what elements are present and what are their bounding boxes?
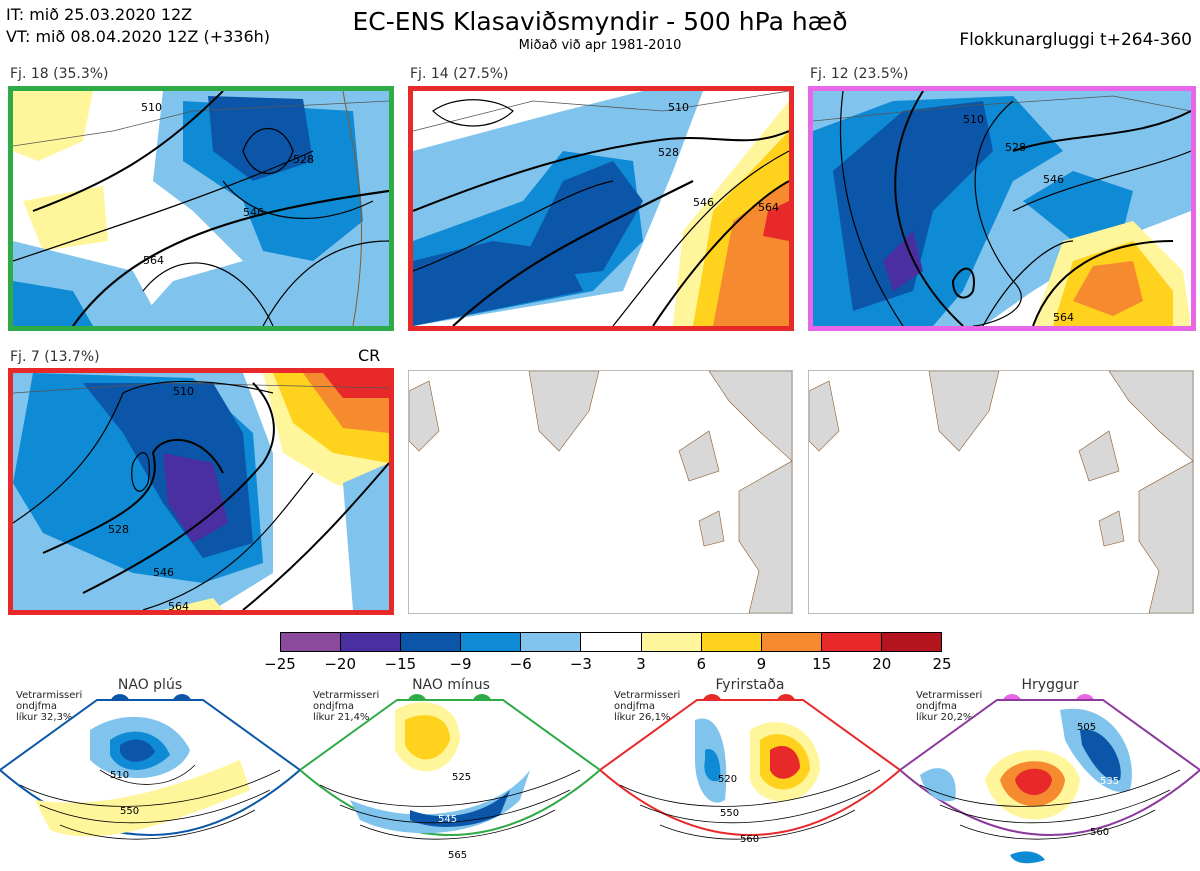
regime-2-contour-565: 565 [448,850,467,861]
colorbar [280,632,942,652]
regime-1-info-line-1: Vetrarmisseri [16,690,83,701]
regime-4-info-line-1: Vetrarmisseri [916,690,983,701]
cluster-1-contour-564: 564 [143,254,164,267]
colorbar-tick-label: −3 [569,655,592,673]
initial-time: IT: mið 25.03.2020 12Z [6,5,193,24]
cluster-3-contour-510: 510 [963,113,984,126]
valid-time: VT: mið 08.04.2020 12Z (+336h) [6,27,271,46]
cluster-3-contour-564: 564 [1053,311,1074,324]
cluster-4-contour-510: 510 [173,385,194,398]
cluster-4-contour-528: 528 [108,523,129,536]
regime-4-map: 505 535 560 [900,694,1200,864]
regime-3-info-line-3: líkur 26,1% [614,712,671,723]
regime-2-info-line-2: ondjfma [313,701,354,712]
cluster-4-label: Fj. 7 (13.7%) [10,349,100,365]
regime-2-info-line-1: Vetrarmisseri [313,690,380,701]
empty-map-2 [808,370,1194,614]
colorbar-tick-label: −6 [509,655,532,673]
colorbar-segment [580,633,641,651]
cluster-1-contour-546: 546 [243,206,264,219]
regime-2-info-line-3: líkur 21,4% [313,712,370,723]
colorbar-tick-label: 3 [636,655,646,673]
cluster-4-contour-546: 546 [153,566,174,579]
colorbar-tick-label: 15 [812,655,832,673]
cluster-1-contour-528: 528 [293,153,314,166]
colorbar-tick-label: 25 [932,655,952,673]
regime-4-info-line-2: ondjfma [916,701,957,712]
regime-1-map: 510 550 [0,694,300,840]
cluster-3-contour-528: 528 [1005,141,1026,154]
cluster-4-tag: CR [358,346,381,365]
colorbar-segment [640,633,701,651]
colorbar-segment [281,633,341,651]
regime-3-map: 520 550 560 [600,694,900,845]
colorbar-tick-label: 20 [872,655,892,673]
header-times: IT: mið 25.03.2020 12Z VT: mið 08.04.202… [6,4,270,48]
regime-2-contour-525: 525 [452,772,471,783]
classification-window: Flokkunargluggi t+264-360 [959,30,1192,50]
cluster-2-contour-546: 546 [693,196,714,209]
cluster-3-map: 510 528 546 564 [808,86,1196,331]
colorbar-segment [820,633,881,651]
colorbar-segment [340,633,401,651]
cluster-1-map: 510 528 546 564 [8,86,394,331]
regime-2-contour-545: 545 [438,814,457,825]
regime-4-contour-535: 535 [1100,776,1119,787]
regime-1-contour-550: 550 [120,806,139,817]
cluster-3-label: Fj. 12 (23.5%) [810,66,909,82]
cluster-3-contour-546: 546 [1043,173,1064,186]
regime-2-info: Vetrarmisseri ondjfma líkur 21,4% [313,690,379,723]
regime-4-info-line-3: líkur 20,2% [916,712,973,723]
colorbar-tick-label: −25 [264,655,296,673]
empty-map-1 [408,370,793,614]
colorbar-segment [400,633,461,651]
cluster-1-contour-510: 510 [141,101,162,114]
colorbar-segment [760,633,821,651]
page-subtitle: Miðað við apr 1981-2010 [518,38,682,53]
cluster-2-label: Fj. 14 (27.5%) [410,66,509,82]
regime-4-info: Vetrarmisseri ondjfma líkur 20,2% [916,690,982,723]
cluster-2-contour-510: 510 [668,101,689,114]
regime-4-name: Hryggur [1021,677,1079,693]
colorbar-segment [700,633,761,651]
regime-1-info: Vetrarmisseri ondjfma líkur 32,3% [16,690,82,723]
colorbar-tick-label: −15 [384,655,417,673]
cluster-2-contour-528: 528 [658,146,679,159]
regime-3-contour-550: 550 [720,808,739,819]
regime-1-contour-510: 510 [110,770,129,781]
page-title: EC-ENS Klasaviðsmyndir - 500 hPa hæð [352,7,848,36]
regime-3-contour-520: 520 [718,774,737,785]
colorbar-tick-label: 6 [696,655,707,673]
cluster-4-map: 510 528 546 564 [8,368,394,615]
cluster-1-label: Fj. 18 (35.3%) [10,66,109,82]
colorbar-segment [880,633,942,651]
regime-2-name: NAO mínus [412,677,490,693]
regime-4-contour-560: 560 [1090,827,1109,838]
colorbar-segment [460,633,521,651]
cluster-2-map: 510 528 546 564 [408,86,794,331]
colorbar-tick-label: −9 [449,655,472,673]
regime-3-info: Vetrarmisseri ondjfma líkur 26,1% [614,690,680,723]
regime-3-info-line-1: Vetrarmisseri [614,690,681,701]
regime-4-contour-505: 505 [1077,722,1096,733]
colorbar-tick-label: 9 [756,655,767,673]
regime-1-info-line-3: líkur 32,3% [16,712,73,723]
regime-2-map: 525 545 565 [300,694,600,861]
cluster-2-contour-564: 564 [758,201,779,214]
regime-3-info-line-2: ondjfma [614,701,655,712]
regime-3-contour-560: 560 [740,834,759,845]
regime-1-name: NAO plús [117,677,183,693]
regime-1-info-line-2: ondjfma [16,701,57,712]
colorbar-tick-label: −20 [324,655,356,673]
colorbar-segment [520,633,581,651]
regime-3-name: Fyrirstaða [715,677,785,693]
cluster-4-contour-564: 564 [168,600,189,610]
